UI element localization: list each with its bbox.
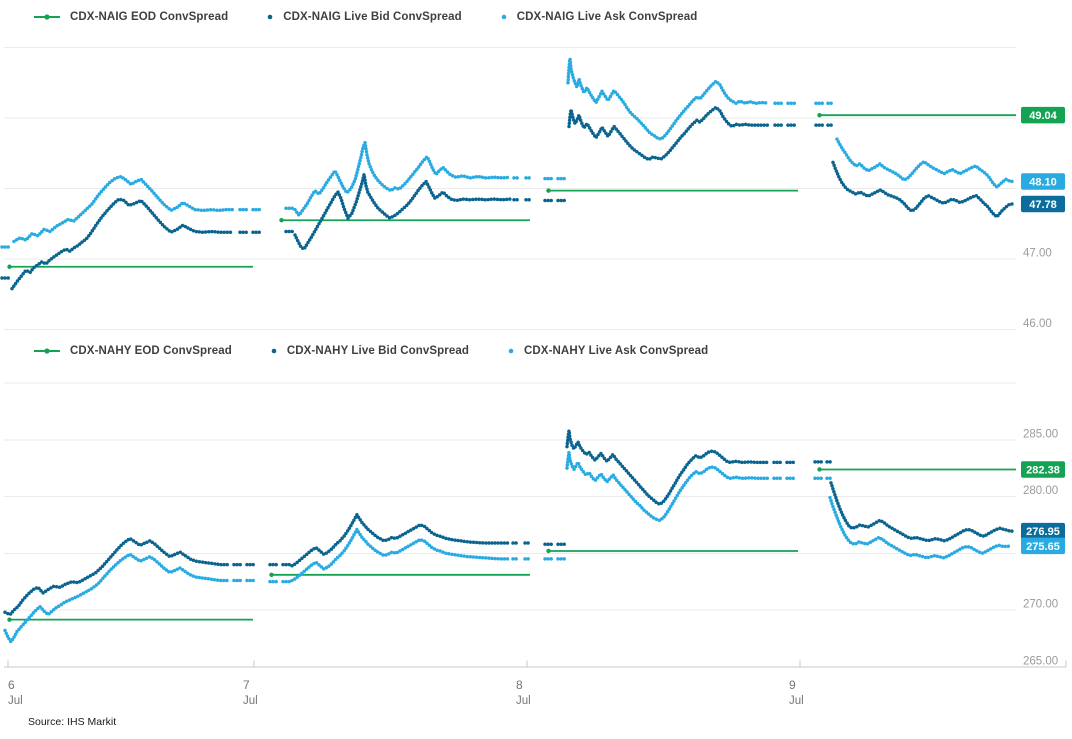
last-value-badge-bid: [1021, 522, 1065, 540]
ask-dot-icon: [507, 347, 515, 355]
x-axis-day-label: 9: [789, 678, 796, 692]
legend-item-cdx-naig-eod[interactable]: CDX-NAIG EOD ConvSpread: [33, 11, 228, 23]
last-value-badge-ask: [1021, 173, 1065, 190]
series-eod-cdx-naig: [7, 112, 1016, 269]
y-axis-label: 285.00: [1023, 428, 1058, 440]
y-axis-label: 265.00: [1023, 655, 1058, 667]
legend-label: CDX-NAHY Live Bid ConvSpread: [286, 345, 469, 357]
x-axis-day-label: 7: [243, 678, 250, 692]
last-value-badge-label: 47.78: [1029, 199, 1057, 211]
last-value-badge-eod: [1021, 461, 1065, 478]
x-axis-month-label: Jul: [243, 695, 258, 707]
last-value-badge-eod: [1021, 106, 1065, 124]
legend-item-cdx-naig-bid[interactable]: CDX-NAIG Live Bid ConvSpread: [266, 11, 462, 23]
legend-item-cdx-nahy-ask[interactable]: CDX-NAHY Live Ask ConvSpread: [507, 345, 708, 357]
series-ask-cdx-nahy: [3, 450, 1011, 644]
y-axis-label: 47.00: [1023, 248, 1052, 260]
last-value-badge-label: 49.04: [1029, 110, 1057, 122]
last-value-badge-label: 276.95: [1026, 526, 1060, 538]
legend-naig: CDX-NAIG EOD ConvSpread CDX-NAIG Live Bid…: [33, 8, 697, 26]
legend-label: CDX-NAHY EOD ConvSpread: [70, 345, 232, 357]
legend-item-cdx-naig-ask[interactable]: CDX-NAIG Live Ask ConvSpread: [500, 11, 698, 23]
last-value-badge-ask: [1021, 537, 1065, 555]
series-bid-cdx-naig: [0, 106, 1014, 291]
bid-dot-icon: [266, 13, 274, 21]
legend-label: CDX-NAIG Live Ask ConvSpread: [516, 11, 698, 23]
series-bid-cdx-nahy: [3, 429, 1014, 616]
bid-dot-icon: [270, 347, 278, 355]
value-badges: 282.38 276.95 275.65: [1021, 461, 1065, 555]
x-axis: 6 Jul 7 Jul 8 Jul 9 Jul: [4, 660, 1067, 707]
legend-label: CDX-NAIG EOD ConvSpread: [70, 11, 229, 23]
value-badges: 49.04 48.10 47.78: [1021, 106, 1065, 213]
last-value-badge-bid: [1021, 195, 1065, 213]
eod-line-icon: [33, 13, 61, 21]
legend-nahy: CDX-NAHY EOD ConvSpread CDX-NAHY Live Bid…: [33, 342, 708, 360]
source-note: Source: IHS Markit: [28, 716, 117, 728]
series-eod-cdx-nahy: [7, 467, 1016, 622]
last-value-badge-label: 282.38: [1026, 464, 1060, 476]
legend-item-cdx-nahy-bid[interactable]: CDX-NAHY Live Bid ConvSpread: [270, 345, 469, 357]
x-axis-month-label: Jul: [516, 695, 531, 707]
y-axis-label: 270.00: [1023, 599, 1058, 611]
ask-dot-icon: [500, 13, 508, 21]
x-axis-day-label: 6: [8, 678, 15, 692]
gridlines: [4, 47, 1016, 330]
last-value-badge-label: 48.10: [1029, 176, 1057, 188]
eod-line-icon: [33, 347, 61, 355]
y-axis-label: 46.00: [1023, 318, 1052, 330]
series-ask-cdx-naig: [0, 57, 1014, 249]
gridlines: [4, 382, 1016, 668]
legend-label: CDX-NAHY Live Ask ConvSpread: [524, 345, 709, 357]
y-axis-label: 280.00: [1023, 485, 1058, 497]
legend-label: CDX-NAIG Live Bid ConvSpread: [283, 11, 462, 23]
x-axis-month-label: Jul: [8, 695, 23, 707]
last-value-badge-label: 275.65: [1026, 541, 1060, 553]
x-axis-month-label: Jul: [789, 695, 804, 707]
chart-cdx-nahy: 285.00280.00275.00270.00265.00282.38276.…: [3, 382, 1065, 668]
legend-item-cdx-nahy-eod[interactable]: CDX-NAHY EOD ConvSpread: [33, 345, 232, 357]
x-axis-day-label: 8: [516, 678, 523, 692]
